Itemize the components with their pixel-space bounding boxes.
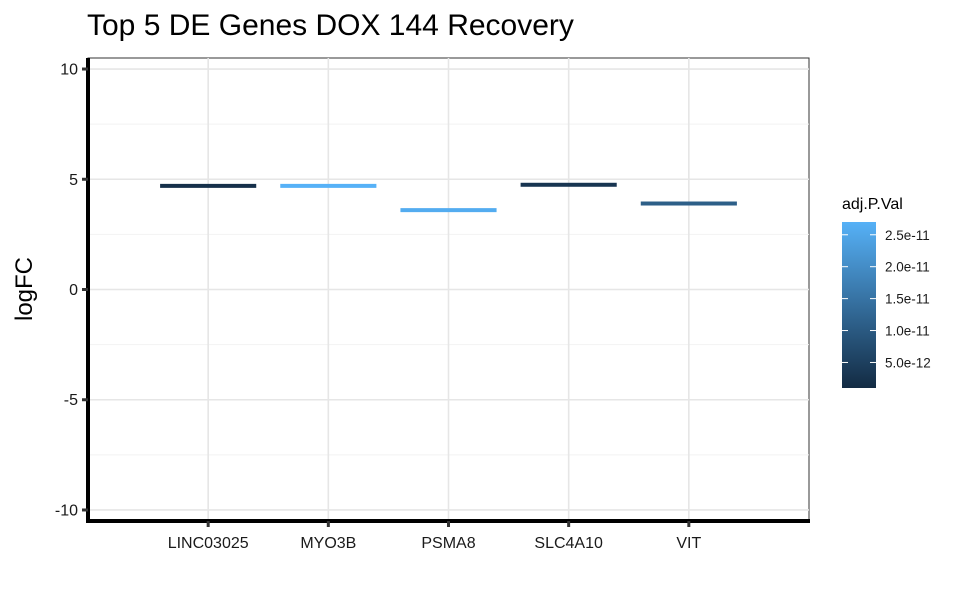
x-tick-label: LINC03025 bbox=[168, 535, 249, 552]
plot-panel bbox=[86, 57, 810, 523]
y-tick-label: 10 bbox=[60, 62, 78, 79]
legend-tick-label: 1.0e-11 bbox=[885, 324, 930, 339]
x-tick-label: PSMA8 bbox=[421, 535, 475, 552]
bar bbox=[640, 201, 737, 206]
chart-title: Top 5 DE Genes DOX 144 Recovery bbox=[87, 9, 574, 42]
legend-tick-label: 2.5e-11 bbox=[885, 228, 930, 243]
legend-colorbar bbox=[842, 222, 876, 388]
x-tick-label: SLC4A10 bbox=[534, 535, 603, 552]
x-tick-label: MYO3B bbox=[300, 535, 356, 552]
legend-title: adj.P.Val bbox=[842, 196, 903, 213]
x-axis-ticks: LINC03025 MYO3B PSMA8 SLC4A10 VIT bbox=[168, 521, 702, 552]
bar bbox=[520, 182, 617, 187]
grid-major bbox=[88, 58, 809, 521]
legend-ticks: 5.0e-12 1.0e-11 1.5e-11 2.0e-11 2.5e-11 bbox=[842, 228, 931, 370]
bar bbox=[400, 208, 497, 213]
y-axis-ticks: -10 -5 0 5 10 bbox=[55, 62, 88, 519]
y-tick-label: -5 bbox=[64, 392, 78, 409]
legend-tick-label: 5.0e-12 bbox=[885, 355, 931, 370]
bar bbox=[160, 183, 257, 188]
y-tick-label: 5 bbox=[69, 172, 78, 189]
legend-tick-label: 1.5e-11 bbox=[885, 292, 930, 307]
y-tick-label: -10 bbox=[55, 502, 78, 519]
legend: adj.P.Val 5.0e-12 1.0e-11 1.5e-11 2.0e-11 2.… bbox=[842, 196, 931, 388]
y-tick-label: 0 bbox=[69, 282, 78, 299]
x-tick-label: VIT bbox=[676, 535, 701, 552]
bar bbox=[280, 183, 377, 188]
bars bbox=[160, 182, 737, 213]
legend-tick-label: 2.0e-11 bbox=[885, 260, 930, 275]
y-axis-label: logFC bbox=[11, 257, 38, 321]
